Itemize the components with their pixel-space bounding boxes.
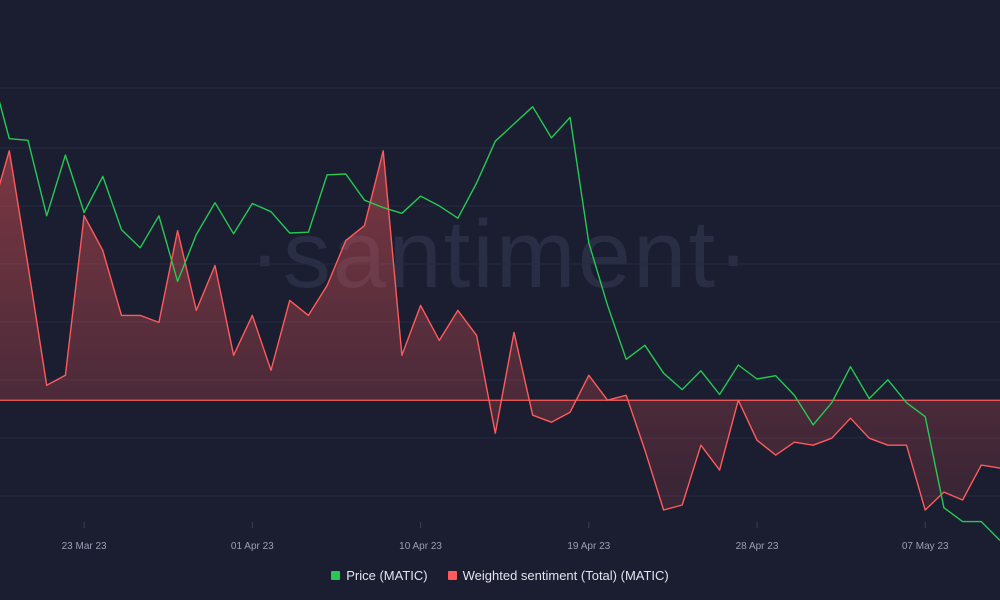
- x-tick-label-3: 19 Apr 23: [567, 541, 610, 552]
- grid-lines: [0, 87, 1000, 497]
- price-series: [0, 101, 1000, 541]
- sentiment-line: [0, 150, 1000, 511]
- legend-swatch-sentiment: [447, 571, 457, 580]
- sentiment-series: [0, 150, 1000, 511]
- x-tick-label-5: 07 May 23: [902, 541, 949, 552]
- x-tick-label-0: 23 Mar 23: [62, 541, 107, 552]
- legend-swatch-price: [331, 571, 341, 580]
- legend-item-sentiment[interactable]: Weighted sentiment (Total) (MATIC): [447, 568, 669, 583]
- x-axis: 23 Mar 23 01 Apr 23 10 Apr 23 19 Apr 23 28 A…: [62, 522, 949, 552]
- legend-item-price[interactable]: Price (MATIC): [331, 568, 428, 583]
- legend-label-price: Price (MATIC): [346, 568, 428, 583]
- x-tick-label-1: 01 Apr 23: [231, 541, 274, 552]
- x-tick-label-4: 28 Apr 23: [736, 541, 779, 552]
- legend-label-sentiment: Weighted sentiment (Total) (MATIC): [462, 568, 669, 583]
- price-line: [0, 101, 1000, 541]
- sentiment-area: [0, 150, 1000, 510]
- x-tick-label-2: 10 Apr 23: [399, 541, 442, 552]
- legend: Price (MATIC) Weighted sentiment (Total)…: [0, 568, 1000, 583]
